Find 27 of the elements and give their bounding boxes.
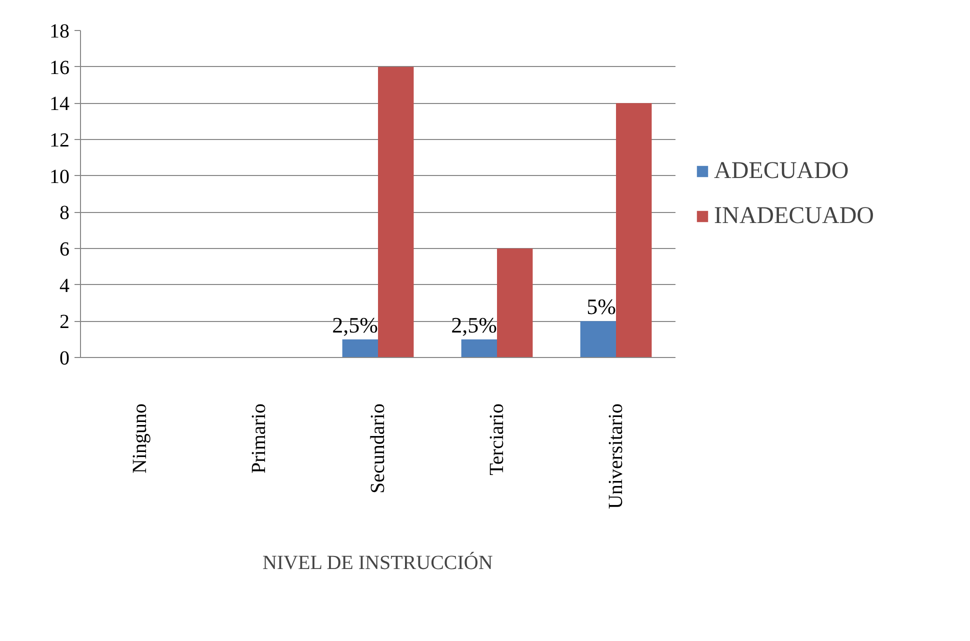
- legend-label: ADECUADO: [714, 158, 849, 184]
- bar: [580, 321, 616, 358]
- annotation: 5%: [586, 294, 616, 320]
- y-tick-label: 4: [60, 274, 70, 297]
- bar: [342, 339, 378, 358]
- x-tick-label: Primario: [248, 403, 270, 474]
- annotation: 2,5%: [451, 312, 497, 338]
- x-tick-label: Terciario: [486, 403, 508, 476]
- annotation: 2,5%: [332, 312, 378, 338]
- y-tick-label: 6: [60, 238, 70, 260]
- x-tick-label: Universitario: [605, 403, 627, 510]
- legend-label: INADECUADO: [714, 202, 874, 230]
- x-axis-title: NIVEL DE INSTRUCCIÓN: [262, 551, 493, 574]
- y-tick-label: 0: [60, 348, 70, 370]
- bar: [616, 103, 652, 358]
- x-tick-label: Secundario: [367, 403, 389, 494]
- y-tick-label: 14: [50, 93, 70, 116]
- bar: [461, 339, 497, 358]
- y-tick-label: 16: [50, 56, 70, 79]
- x-tick-label: Ninguno: [129, 404, 151, 474]
- y-tick-label: 8: [60, 202, 70, 224]
- y-tick-label: 2: [60, 311, 70, 334]
- y-tick-label: 12: [50, 130, 70, 152]
- y-tick-label: 10: [50, 166, 70, 188]
- bar: [378, 66, 414, 358]
- y-tick-label: 18: [50, 20, 70, 42]
- bar: [497, 248, 533, 358]
